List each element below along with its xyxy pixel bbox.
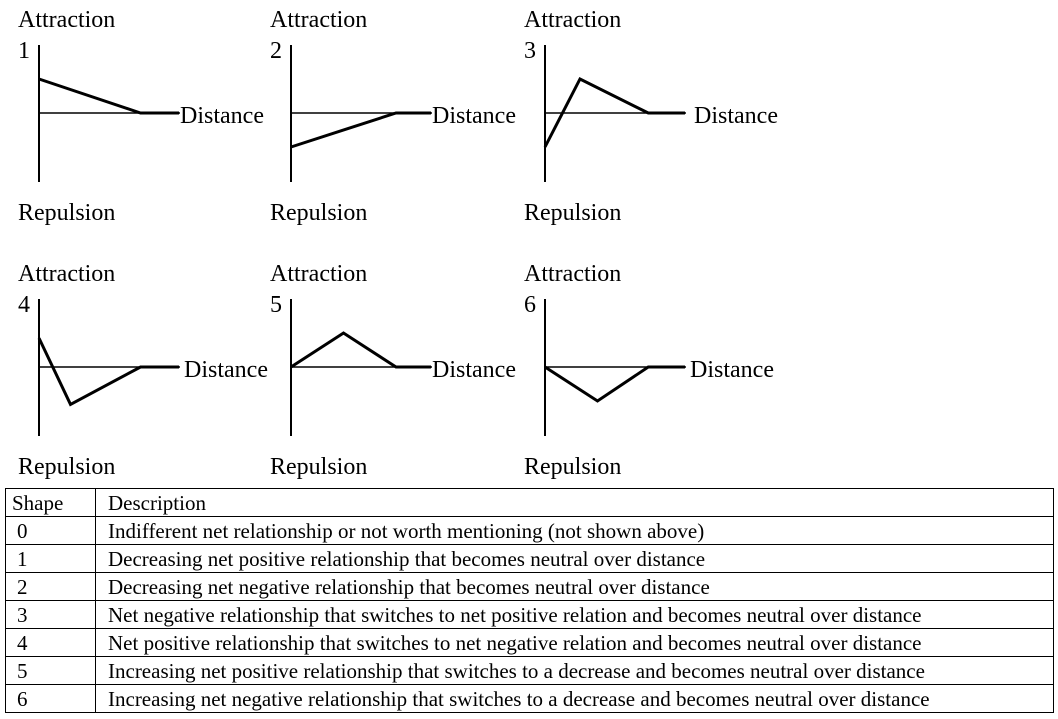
table-row: 2 Decreasing net negative relationship th… [5,572,1054,601]
table-row: 1 Decreasing net positive relationship th… [5,544,1054,573]
description-cell: Indifferent net relationship or not wort… [95,516,1054,545]
shape-cell: 1 [5,544,96,573]
distance-label: Distance [184,357,268,383]
attraction-label: Attraction [270,261,367,287]
shape-curve-1 [38,77,179,115]
shape-cell: 5 [5,656,96,685]
repulsion-label: Repulsion [18,200,115,226]
shape-table: Shape Description 0 Indifferent net relat… [5,488,1054,713]
attraction-label: Attraction [270,7,367,33]
repulsion-label: Repulsion [18,454,115,480]
panel-number: 4 [18,292,30,318]
description-cell: Decreasing net positive relationship tha… [95,544,1054,573]
distance-label: Distance [180,103,264,129]
panel-number: 6 [524,292,536,318]
table-row: 4 Net positive relationship that switches… [5,628,1054,657]
shape-cell: 6 [5,684,96,713]
shape-curve-2 [290,111,431,149]
table-row: 6 Increasing net negative relationship th… [5,684,1054,713]
shape-cell: 2 [5,572,96,601]
distance-label: Distance [690,357,774,383]
repulsion-label: Repulsion [524,200,621,226]
header-description: Description [95,488,1054,517]
header-shape: Shape [5,488,96,517]
distance-label: Distance [432,357,516,383]
table-header-row: Shape Description [5,488,1054,517]
panel-number: 1 [18,38,30,64]
description-cell: Net negative relationship that switches … [95,600,1054,629]
shape-cell: 0 [5,516,96,545]
shape-cell: 4 [5,628,96,657]
attraction-label: Attraction [18,261,115,287]
attraction-label: Attraction [524,261,621,287]
shape-cell: 3 [5,600,96,629]
attraction-label: Attraction [18,7,115,33]
repulsion-label: Repulsion [270,200,367,226]
shape-curve-3 [543,76,685,148]
shape-curve-6 [544,365,685,403]
panel-number: 3 [524,38,536,64]
distance-label: Distance [694,103,778,129]
description-cell: Net positive relationship that switches … [95,628,1054,657]
table-row: 0 Indifferent net relationship or not wor… [5,516,1054,545]
shape-diagrams: Attraction 1 Repulsion Distance Attraction 2 R… [18,7,778,480]
description-cell: Increasing net positive relationship tha… [95,656,1054,685]
repulsion-label: Repulsion [524,454,621,480]
distance-label: Distance [432,103,516,129]
description-cell: Increasing net negative relationship tha… [95,684,1054,713]
table-row: 5 Increasing net positive relationship th… [5,656,1054,685]
attraction-label: Attraction [524,7,621,33]
shape-curve-5 [290,331,431,369]
panel-number: 5 [270,292,282,318]
repulsion-label: Repulsion [270,454,367,480]
description-cell: Decreasing net negative relationship tha… [95,572,1054,601]
table-row: 3 Net negative relationship that switches… [5,600,1054,629]
shape-curve-4 [37,337,179,407]
panel-number: 2 [270,38,282,64]
